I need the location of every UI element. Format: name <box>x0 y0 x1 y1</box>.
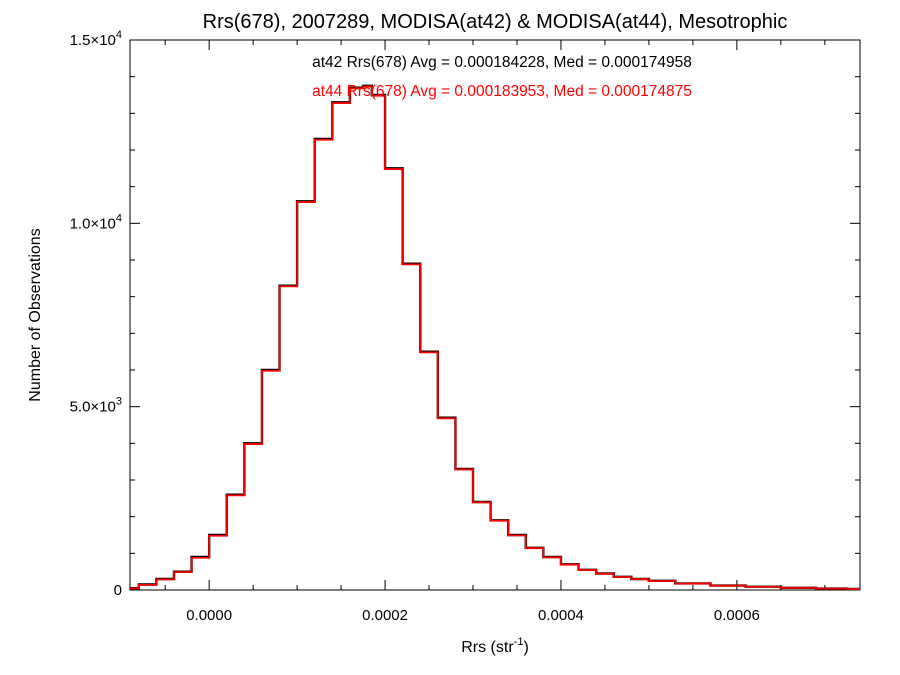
x-tick-label: 0.0000 <box>186 607 232 624</box>
y-tick-label: 5.0×103 <box>70 396 122 416</box>
y-tick-label: 1.0×104 <box>70 212 122 232</box>
x-axis-title-sup: -1 <box>514 636 524 648</box>
x-axis-ticks: 0.0000 0.0002 0.0004 0.0006 <box>164 40 826 624</box>
y-axis-ticks: 0 5.0×103 1.0×104 1.5×104 <box>70 29 860 599</box>
y-tick-label: 1.5×104 <box>70 29 122 49</box>
annotation-at42: at42 Rrs(678) Avg = 0.000184228, Med = 0… <box>312 54 692 71</box>
plot-frame <box>129 39 861 591</box>
x-axis-title-close: ) <box>523 639 528 656</box>
x-axis-title: Rrs (str-1) <box>461 636 529 656</box>
x-tick-label: 0.0006 <box>714 607 760 624</box>
series-group <box>130 84 860 591</box>
y-tick-label: 0 <box>114 582 122 599</box>
y-axis-title: Number of Observations <box>27 228 44 401</box>
x-tick-label: 0.0004 <box>538 607 584 624</box>
x-tick-label: 0.0002 <box>362 607 408 624</box>
chart-title: Rrs(678), 2007289, MODISA(at42) & MODISA… <box>203 11 788 33</box>
annotation-at44: at44 Rrs(678) Avg = 0.000183953, Med = 0… <box>312 83 692 100</box>
x-axis-title-main: Rrs (str <box>461 639 514 656</box>
series-line-1 <box>130 85 860 590</box>
series-line-0 <box>130 84 860 591</box>
